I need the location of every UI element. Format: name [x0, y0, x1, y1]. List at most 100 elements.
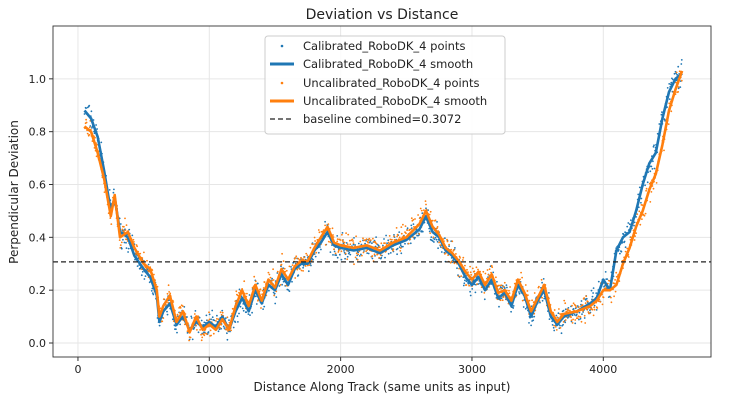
data-point [429, 232, 432, 235]
data-point [367, 239, 370, 242]
data-point [320, 248, 322, 251]
data-point [380, 256, 383, 259]
data-point [217, 330, 220, 333]
data-point [555, 314, 558, 317]
data-point [677, 91, 680, 93]
data-point [297, 257, 300, 260]
data-point [580, 320, 583, 323]
data-point [530, 324, 532, 327]
data-point [380, 242, 383, 245]
data-point [128, 228, 131, 231]
data-point [351, 238, 354, 241]
data-point [237, 321, 239, 323]
data-point [450, 260, 453, 263]
data-point [340, 258, 343, 261]
data-point [455, 253, 457, 255]
data-point [275, 296, 278, 298]
data-point [461, 259, 464, 261]
data-point [125, 241, 127, 244]
data-point [414, 218, 416, 220]
data-point [140, 274, 143, 277]
data-point [574, 319, 577, 321]
data-point [559, 327, 562, 329]
data-point [269, 276, 272, 279]
x-tick-label: 4000 [589, 363, 617, 376]
data-point [580, 300, 583, 302]
data-point [531, 299, 533, 302]
data-point [527, 294, 529, 296]
data-point [528, 299, 531, 302]
data-point [344, 257, 346, 260]
data-point [221, 309, 224, 312]
data-point [652, 187, 655, 190]
data-point [339, 239, 342, 241]
data-point [334, 252, 337, 255]
data-point [627, 222, 630, 224]
data-point [567, 307, 570, 309]
data-point [335, 254, 338, 257]
data-point [439, 246, 442, 248]
data-point [567, 309, 570, 311]
x-tick-label: 1000 [195, 363, 223, 376]
data-point [95, 155, 98, 158]
data-point [622, 233, 625, 236]
data-point [604, 271, 607, 273]
y-tick-label: 0.8 [29, 126, 47, 139]
data-point [300, 269, 303, 272]
data-point [151, 292, 154, 294]
data-point [462, 284, 465, 287]
data-point [578, 318, 580, 321]
legend-label-cal-smooth: Calibrated_RoboDK_4 smooth [303, 57, 473, 71]
data-point [633, 224, 635, 227]
data-point [213, 319, 216, 322]
data-point [229, 330, 231, 333]
data-point [262, 308, 264, 310]
data-point [108, 189, 111, 191]
data-point [90, 110, 93, 113]
data-point [480, 291, 483, 293]
data-point [597, 280, 600, 283]
data-point [357, 251, 360, 254]
data-point [425, 207, 427, 210]
data-point [274, 302, 277, 305]
data-point [579, 317, 582, 320]
data-point [341, 239, 344, 242]
y-tick-label: 0.4 [29, 231, 47, 244]
data-point [402, 245, 404, 248]
legend-label-cal-points: Calibrated_RoboDK_4 points [303, 39, 465, 53]
plot-frame [52, 25, 712, 358]
data-point [199, 329, 202, 331]
data-point [197, 331, 200, 334]
data-point [337, 249, 340, 252]
data-point [251, 311, 254, 314]
data-point [309, 262, 312, 265]
data-point [583, 317, 586, 319]
data-point [505, 284, 508, 286]
data-point [357, 253, 360, 256]
data-point [410, 227, 413, 230]
data-point [167, 284, 170, 287]
data-point [508, 289, 510, 292]
data-point [298, 259, 301, 261]
data-point [281, 283, 283, 286]
data-point [541, 299, 544, 302]
data-point [433, 241, 435, 243]
data-point [143, 251, 145, 254]
data-point [272, 291, 275, 294]
y-tick-label: 1.0 [29, 73, 47, 86]
data-point [574, 322, 577, 325]
data-point [451, 240, 454, 243]
data-point [601, 303, 604, 306]
data-point [247, 313, 250, 315]
data-point [614, 290, 617, 293]
data-point [423, 209, 425, 212]
data-point [642, 213, 645, 216]
data-point [553, 329, 556, 332]
data-point [179, 307, 182, 309]
data-point [226, 332, 228, 335]
data-point [367, 252, 370, 255]
data-point [396, 235, 398, 238]
data-point [434, 236, 437, 239]
data-point [148, 281, 151, 284]
